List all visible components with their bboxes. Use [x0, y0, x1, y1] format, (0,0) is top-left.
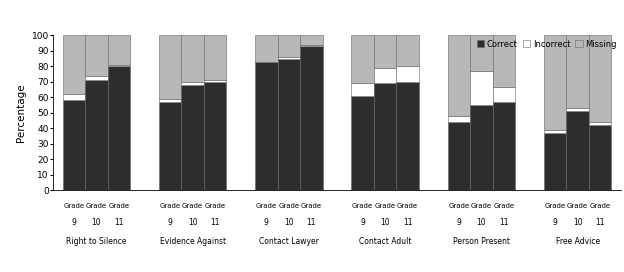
Bar	[278, 57, 300, 58]
Text: Grade: Grade	[278, 203, 300, 209]
Bar	[447, 116, 470, 122]
Text: Grade: Grade	[182, 203, 203, 209]
Text: Contact Adult: Contact Adult	[359, 237, 411, 246]
Bar	[396, 66, 419, 82]
Bar	[107, 65, 130, 66]
Bar	[396, 35, 419, 66]
Bar	[470, 35, 492, 71]
Text: 11: 11	[595, 218, 605, 227]
Bar	[351, 96, 374, 190]
Bar	[85, 35, 107, 76]
Text: 9: 9	[553, 218, 558, 227]
Text: 11: 11	[306, 218, 316, 227]
Bar	[159, 35, 182, 99]
Text: Grade: Grade	[85, 203, 107, 209]
Bar	[492, 86, 515, 102]
Bar	[62, 94, 85, 100]
Text: Contact Lawyer: Contact Lawyer	[259, 237, 319, 246]
Text: 10: 10	[477, 218, 486, 227]
Bar	[470, 105, 492, 190]
Bar	[62, 35, 85, 94]
Text: Grade: Grade	[397, 203, 418, 209]
Bar	[204, 82, 227, 190]
Text: 10: 10	[380, 218, 390, 227]
Bar	[85, 80, 107, 190]
Bar	[447, 35, 470, 116]
Bar	[589, 122, 612, 125]
Bar	[85, 76, 107, 80]
Bar	[470, 71, 492, 105]
Bar	[107, 35, 130, 65]
Legend: Correct, Incorrect, Missing: Correct, Incorrect, Missing	[477, 39, 617, 48]
Text: Right to Silence: Right to Silence	[66, 237, 127, 246]
Text: 11: 11	[210, 218, 220, 227]
Bar	[351, 84, 374, 96]
Bar	[567, 108, 589, 111]
Bar	[544, 35, 567, 130]
Bar	[374, 68, 396, 84]
Text: 11: 11	[402, 218, 412, 227]
Bar	[351, 35, 374, 84]
Bar	[300, 45, 323, 46]
Bar	[159, 99, 182, 102]
Bar	[62, 100, 85, 190]
Text: Evidence Against: Evidence Against	[160, 237, 226, 246]
Text: Grade: Grade	[590, 203, 611, 209]
Bar	[255, 35, 278, 62]
Bar	[107, 66, 130, 190]
Bar	[492, 102, 515, 190]
Bar	[589, 35, 612, 122]
Text: 9: 9	[72, 218, 76, 227]
Text: Grade: Grade	[470, 203, 492, 209]
Text: Grade: Grade	[448, 203, 469, 209]
Bar	[447, 122, 470, 190]
Bar	[300, 35, 323, 45]
Text: Free Advice: Free Advice	[555, 237, 600, 246]
Bar	[567, 35, 589, 108]
Text: 9: 9	[168, 218, 173, 227]
Text: 10: 10	[284, 218, 294, 227]
Text: Person Present: Person Present	[453, 237, 510, 246]
Bar	[589, 125, 612, 190]
Bar	[396, 82, 419, 190]
Text: Grade: Grade	[108, 203, 129, 209]
Text: 10: 10	[573, 218, 582, 227]
Bar	[204, 80, 227, 82]
Bar	[182, 82, 204, 85]
Text: Grade: Grade	[256, 203, 277, 209]
Bar	[159, 102, 182, 190]
Bar	[544, 133, 567, 190]
Text: 10: 10	[188, 218, 197, 227]
Bar	[182, 35, 204, 82]
Bar	[374, 35, 396, 68]
Bar	[492, 35, 515, 86]
Text: 9: 9	[456, 218, 461, 227]
Bar	[567, 111, 589, 190]
Bar	[278, 58, 300, 190]
Text: Grade: Grade	[160, 203, 181, 209]
Bar	[300, 46, 323, 190]
Text: Grade: Grade	[301, 203, 322, 209]
Bar	[204, 35, 227, 80]
Text: Grade: Grade	[352, 203, 373, 209]
Text: Grade: Grade	[63, 203, 84, 209]
Text: Grade: Grade	[493, 203, 514, 209]
Text: 9: 9	[360, 218, 365, 227]
Text: 11: 11	[499, 218, 509, 227]
Bar	[182, 85, 204, 190]
Text: Grade: Grade	[205, 203, 226, 209]
Text: 10: 10	[92, 218, 101, 227]
Text: 9: 9	[264, 218, 269, 227]
Bar	[278, 35, 300, 57]
Text: Grade: Grade	[567, 203, 588, 209]
Text: Grade: Grade	[545, 203, 566, 209]
Text: Grade: Grade	[374, 203, 396, 209]
Y-axis label: Percentage: Percentage	[16, 84, 26, 142]
Bar	[544, 130, 567, 133]
Text: 11: 11	[114, 218, 124, 227]
Bar	[255, 62, 278, 190]
Bar	[374, 84, 396, 190]
